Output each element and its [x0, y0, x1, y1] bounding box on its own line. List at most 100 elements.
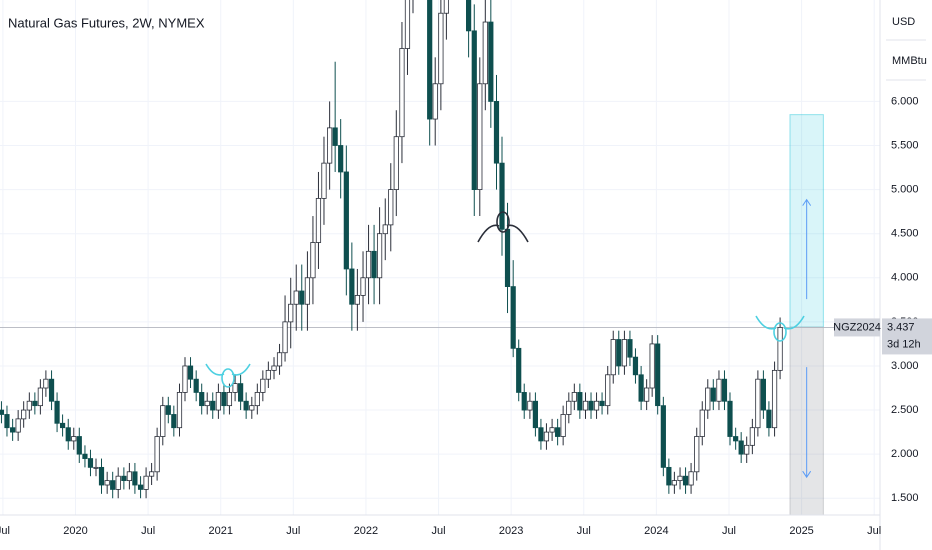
symbol-label: NGZ2024	[833, 321, 881, 333]
candle-body	[649, 343, 655, 389]
arrow-up	[802, 198, 812, 300]
candle-body	[199, 392, 205, 407]
candle-body	[627, 339, 633, 358]
logos	[205, 211, 805, 388]
candle-body	[716, 378, 722, 402]
candle-body	[688, 471, 694, 486]
candle-body	[638, 374, 644, 402]
candle-body	[432, 83, 438, 120]
candle-body	[605, 374, 611, 407]
candle-body	[343, 171, 349, 270]
candle-body	[671, 480, 677, 486]
candle-body	[354, 295, 360, 305]
candle-body	[332, 127, 338, 146]
candle-body	[193, 378, 199, 393]
candle-body	[232, 383, 238, 393]
bear-icon	[477, 211, 529, 243]
candle-body	[755, 378, 761, 429]
candle-body	[733, 436, 739, 442]
x-tick-label: Jul	[867, 525, 881, 537]
candle-body	[510, 286, 516, 349]
candle-body	[165, 405, 171, 415]
candle-body	[538, 427, 544, 442]
y-tick-label: 2.000	[891, 448, 919, 460]
candle-body	[137, 484, 144, 490]
candle-body	[282, 321, 288, 354]
y-tick-label: 2.500	[891, 404, 919, 416]
candle-body	[471, 30, 477, 190]
candle-body	[154, 436, 160, 473]
candle-body	[393, 136, 399, 190]
candle-body	[543, 431, 550, 442]
candle-body	[54, 400, 60, 424]
candle-body	[766, 409, 772, 429]
candle-body	[65, 427, 71, 442]
candle-body	[204, 400, 210, 407]
candle-body	[176, 392, 183, 429]
candle-body	[48, 378, 55, 402]
candle-body	[682, 475, 689, 486]
candle-body	[710, 387, 716, 402]
candle-body	[238, 383, 244, 402]
candle-body	[438, 12, 444, 85]
candle-body	[705, 387, 711, 411]
candle-body	[32, 400, 38, 407]
candle-body	[504, 228, 511, 288]
candle-body	[616, 339, 622, 367]
candle-body	[744, 444, 750, 455]
candle-body	[310, 242, 316, 279]
x-tick-label: 2023	[499, 525, 523, 537]
candle-body	[93, 466, 99, 469]
candle-body	[132, 471, 138, 486]
candle-body	[288, 303, 294, 323]
x-tick-label: 2022	[354, 525, 378, 537]
candle-body	[466, 0, 472, 32]
candle-body	[549, 427, 555, 433]
candle-body	[87, 458, 94, 468]
candle-body	[226, 392, 233, 407]
candle-body	[404, 0, 411, 49]
candle-body	[521, 392, 527, 411]
candle-body	[610, 339, 616, 376]
plot-area	[0, 0, 880, 515]
candle-body	[777, 327, 783, 371]
candle-body	[187, 365, 194, 380]
candle-body	[71, 436, 77, 442]
chart-title: Natural Gas Futures, 2W, NYMEX	[8, 15, 205, 30]
candle-body	[243, 400, 249, 411]
candle-body	[110, 480, 116, 490]
candle-body	[182, 365, 188, 393]
symbol-label-bg	[834, 318, 880, 337]
candle-body	[727, 400, 733, 437]
candle-body	[82, 453, 88, 459]
candle-body	[560, 414, 566, 437]
candle-body	[126, 471, 132, 482]
candle-body	[365, 250, 372, 279]
candle-body	[299, 290, 305, 305]
candle-body	[171, 414, 177, 429]
y-tick-label: 5.500	[891, 139, 919, 151]
candle-body	[771, 369, 778, 429]
candle-body	[477, 83, 483, 190]
candle-body	[249, 405, 255, 411]
candle-body	[666, 466, 672, 486]
candle-body	[555, 427, 561, 437]
candle-body	[327, 127, 333, 164]
candle-body	[516, 347, 522, 393]
candle-body	[427, 0, 433, 120]
candle-body	[371, 250, 377, 279]
candle-body	[321, 162, 327, 199]
candle-body	[499, 162, 505, 230]
candle-body	[399, 48, 405, 138]
countdown-label: 3d 12h	[887, 338, 921, 350]
candle-body	[699, 409, 705, 437]
candle-body	[160, 405, 166, 437]
candle-body	[593, 400, 600, 411]
candle-body	[15, 418, 21, 433]
candle-body	[271, 365, 277, 371]
x-tick-label: Jul	[722, 525, 736, 537]
x-tick-label: Jul	[141, 525, 155, 537]
x-tick-label: 2024	[644, 525, 668, 537]
candle-body	[621, 339, 628, 367]
